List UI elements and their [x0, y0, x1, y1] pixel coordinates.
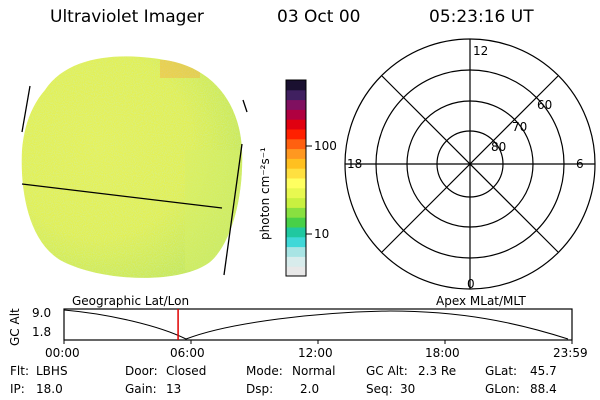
- colorbar-segment: [286, 266, 306, 277]
- colorbar-segment: [286, 187, 306, 199]
- filter-value: LBHS: [36, 364, 68, 378]
- colorbar-segment: [286, 246, 306, 257]
- time-label: 05:23:16 UT: [429, 7, 534, 27]
- seq-label: Seq:: [366, 382, 393, 396]
- terminator-line: [21, 183, 223, 209]
- apex-label: Apex MLat/MLT: [436, 294, 526, 308]
- lat-label-80: 80: [491, 140, 507, 154]
- colorbar-segment: [286, 109, 306, 120]
- gain-value: 13: [166, 382, 182, 396]
- timeline-frame: [63, 308, 573, 341]
- uv-image: [21, 56, 248, 278]
- colorbar-tick-100: 100: [314, 139, 337, 153]
- dayside-patch: [185, 150, 243, 270]
- color-bar: [285, 79, 312, 277]
- polar-diagonal-2: [381, 75, 559, 253]
- mode-label: Mode:: [246, 364, 283, 378]
- geographic-label: Geographic Lat/Lon: [72, 294, 190, 308]
- filter-label: Flt:: [10, 364, 29, 378]
- altitude-curve: [63, 309, 569, 340]
- gc-alt-label: GC Alt:: [366, 364, 408, 378]
- limb-line-right: [223, 143, 243, 276]
- y-tick-top: 9.0: [32, 306, 52, 320]
- date-label: 03 Oct 00: [277, 7, 361, 27]
- mlt-label-0: 0: [467, 277, 475, 291]
- bright-patch: [160, 60, 200, 78]
- colorbar-segment: [286, 148, 306, 159]
- mode-value: Normal: [292, 364, 336, 378]
- x-tick-1800: 18:00: [425, 346, 460, 360]
- gain-label: Gain:: [125, 382, 157, 396]
- colorbar-segment: [286, 227, 306, 238]
- lat-label-60: 60: [537, 98, 553, 112]
- x-tick-0000: 00:00: [45, 346, 80, 360]
- colorbar-segment: [286, 168, 306, 179]
- y-tick-bottom: 1.8: [32, 325, 52, 339]
- polar-grid: [344, 38, 596, 290]
- seq-value: 30: [400, 382, 416, 396]
- dsp-label: Dsp:: [246, 382, 274, 396]
- limb-line-left: [21, 85, 31, 133]
- instrument-title: Ultraviolet Imager: [50, 7, 204, 27]
- timeline-plot: [63, 308, 573, 344]
- colorbar-segment: [286, 236, 306, 248]
- ip-label: IP:: [10, 382, 25, 396]
- colorbar-segment: [286, 99, 306, 110]
- colorbar-segment: [286, 158, 306, 169]
- glat-value: 45.7: [530, 364, 557, 378]
- mlt-label-18: 18: [347, 157, 363, 171]
- dsp-value: 2.0: [300, 382, 320, 396]
- gc-alt-value: 2.3 Re: [418, 364, 457, 378]
- x-tick-2359: 23:59: [553, 346, 588, 360]
- mlt-label-6: 6: [576, 157, 584, 171]
- colorbar-unit-label: photon cm⁻²s⁻¹: [258, 147, 272, 240]
- glat-label: GLat:: [485, 364, 518, 378]
- colorbar-segment: [286, 119, 306, 130]
- door-label: Door:: [125, 364, 158, 378]
- colorbar-segment: [286, 129, 306, 140]
- ip-value: 18.0: [36, 382, 63, 396]
- gc-alt-axis-title: GC Alt: [8, 308, 22, 346]
- mlt-label-12: 12: [473, 44, 489, 58]
- lat-label-70: 70: [512, 120, 528, 134]
- x-tick-1200: 12:00: [298, 346, 333, 360]
- colorbar-segment: [286, 207, 306, 218]
- door-value: Closed: [166, 364, 207, 378]
- colorbar-segment: [286, 138, 306, 150]
- colorbar-tick-10: 10: [314, 227, 330, 241]
- colorbar-segment: [286, 217, 306, 228]
- colorbar-segment: [286, 89, 306, 101]
- colorbar-segment: [286, 256, 306, 267]
- colorbar-segment: [286, 197, 306, 208]
- glon-value: 88.4: [530, 382, 557, 396]
- glon-label: GLon:: [485, 382, 520, 396]
- limb-tick-right: [242, 99, 248, 113]
- x-tick-0600: 06:00: [170, 346, 205, 360]
- colorbar-segment: [286, 178, 306, 189]
- colorbar-segment: [286, 80, 306, 91]
